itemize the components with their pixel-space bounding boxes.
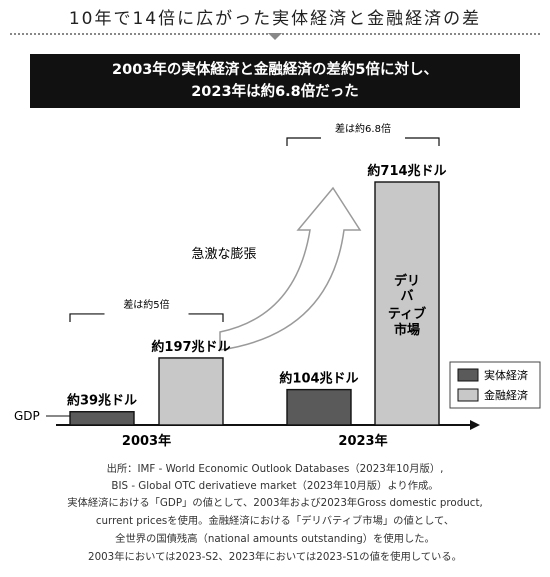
derivative-market-label: デリ <box>394 273 420 289</box>
summary-banner: 2003年の実体経済と金融経済の差約5倍に対し、 2023年は約6.8倍だった <box>30 54 520 108</box>
banner-line-1: 2003年の実体経済と金融経済の差約5倍に対し、 <box>112 62 438 78</box>
source-note-line: current pricesを使用。金融経済における「デリバティブ市場」の値とし… <box>95 515 455 527</box>
arrow-label: 急激な膨張 <box>191 247 256 262</box>
derivative-market-label: 市場 <box>394 322 420 338</box>
gap-label: 差は約5倍 <box>123 298 169 311</box>
bar-real-2023 <box>286 388 352 426</box>
growth-arrow <box>219 186 362 351</box>
derivative-market-label: ティブ <box>388 306 426 322</box>
source-note-line: 出所：IMF - World Economic Outlook Database… <box>106 463 444 475</box>
bar-value-label: 約197兆ドル <box>151 339 230 355</box>
source-note-line: 実体経済における「GDP」の値として、2003年および2023年Gross do… <box>67 497 483 509</box>
bar-financial-2023 <box>374 181 440 426</box>
gap-label: 差は約6.8倍 <box>335 122 391 135</box>
gap-bracket <box>69 313 224 322</box>
divider-pointer <box>268 33 282 40</box>
source-note-line: 全世界の国債残高（national amounts outstanding）を使… <box>115 533 435 545</box>
gap-bracket <box>286 137 440 146</box>
legend-swatch <box>457 368 479 382</box>
x-axis-arrowhead <box>470 420 480 430</box>
gdp-label: GDP <box>14 409 40 423</box>
legend-label: 金融経済 <box>484 388 528 402</box>
bar-chart: 約39兆ドル 約197兆ドル 2003年 約104兆ドル 約714兆ドル 2023年 差は約… <box>14 122 541 449</box>
bar-real-2003 <box>69 411 135 426</box>
legend-label: 実体経済 <box>484 368 528 382</box>
bar-value-label: 約39兆ドル <box>67 393 137 409</box>
chart-title: 10年で14倍に広がった実体経済と金融経済の差 <box>68 9 482 29</box>
x-tick-label: 2003年 <box>122 433 171 449</box>
x-tick-label: 2023年 <box>338 433 387 449</box>
source-note-line: BIS - Global OTC derivatieve market（2023… <box>111 480 439 492</box>
legend-swatch <box>457 388 479 402</box>
bar-value-label: 約104兆ドル <box>279 371 358 387</box>
derivative-market-label: バ <box>400 289 413 304</box>
bar-value-label: 約714兆ドル <box>367 163 446 179</box>
banner-line-2: 2023年は約6.8倍だった <box>191 84 359 100</box>
source-note-line: 2003年においては2023-S2、2023年においては2023-S1の値を使用… <box>88 551 462 563</box>
bar-financial-2003 <box>158 357 224 426</box>
